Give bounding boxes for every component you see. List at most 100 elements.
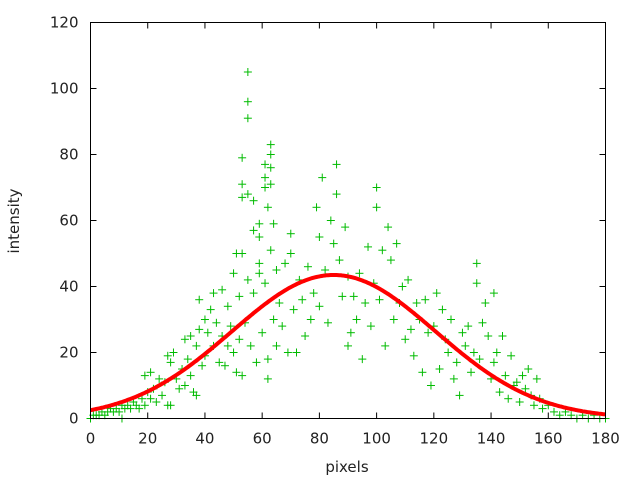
data-point [286, 229, 295, 238]
data-point [567, 411, 576, 420]
data-point [286, 249, 295, 258]
y-tick-label: 0 [69, 410, 79, 428]
data-point [332, 160, 341, 169]
data-point [355, 269, 364, 278]
data-point [306, 315, 315, 324]
data-point [223, 341, 232, 350]
data-point [115, 407, 124, 416]
y-axis-label: intensity [5, 188, 23, 253]
data-point [449, 374, 458, 383]
data-point [140, 401, 149, 410]
data-point [192, 341, 201, 350]
data-point [538, 404, 547, 413]
data-point [169, 348, 178, 357]
data-point [458, 328, 467, 337]
data-point [269, 315, 278, 324]
data-point [212, 318, 221, 327]
data-point [375, 295, 384, 304]
x-tick-label: 0 [86, 430, 96, 448]
data-point [329, 239, 338, 248]
data-point [335, 256, 344, 265]
data-point [550, 407, 558, 416]
data-point [478, 318, 487, 327]
data-point [238, 249, 247, 258]
data-point [249, 226, 258, 235]
data-point [238, 193, 247, 202]
data-point [426, 381, 435, 390]
data-point [195, 295, 204, 304]
y-tick-label: 60 [59, 212, 78, 230]
data-point [220, 361, 229, 370]
data-point [183, 355, 192, 364]
data-point [464, 322, 473, 331]
data-point [447, 315, 455, 324]
data-point [372, 183, 381, 192]
data-point [484, 332, 493, 340]
data-point [263, 374, 272, 383]
y-tick-label: 80 [59, 146, 78, 164]
data-point [226, 322, 235, 331]
data-point [435, 365, 444, 373]
y-tick-label: 40 [59, 278, 78, 296]
data-point [275, 299, 284, 307]
data-point [495, 388, 504, 397]
data-point [255, 269, 264, 278]
data-point [266, 246, 275, 255]
data-point [323, 318, 332, 327]
data-point [344, 341, 352, 350]
data-point [532, 374, 541, 383]
data-point [303, 262, 312, 271]
data-point [392, 239, 401, 248]
data-point [492, 348, 501, 357]
data-point [515, 398, 524, 406]
data-point [249, 289, 258, 298]
data-point [489, 358, 498, 367]
data-point [507, 351, 516, 360]
data-point [272, 266, 281, 274]
data-point [266, 163, 275, 172]
data-point [475, 355, 484, 364]
data-point [364, 242, 373, 251]
data-point [266, 180, 275, 189]
data-point [389, 315, 398, 324]
data-point [209, 289, 218, 298]
y-axis: 0 20 40 60 80 100 120 [50, 14, 606, 428]
x-axis-label: pixels [325, 458, 369, 476]
data-point [263, 203, 272, 212]
data-point [249, 196, 258, 205]
data-point [404, 275, 413, 284]
data-point [140, 371, 149, 380]
data-point [166, 358, 175, 367]
data-point [229, 269, 238, 278]
data-point [472, 279, 481, 288]
data-point [555, 411, 564, 420]
data-point [384, 223, 393, 232]
data-point [346, 328, 355, 337]
data-point [418, 368, 427, 377]
data-point [409, 351, 418, 360]
data-point [349, 292, 358, 301]
data-point [378, 246, 387, 255]
data-point [261, 279, 270, 288]
data-point [318, 173, 327, 182]
data-point [512, 378, 521, 387]
data-point [223, 302, 232, 311]
data-point [126, 404, 135, 413]
data-point [358, 355, 367, 364]
data-point [461, 341, 470, 350]
data-point [518, 371, 527, 380]
data-point [152, 398, 161, 406]
data-point [489, 289, 498, 298]
data-point [203, 328, 212, 337]
data-point [332, 190, 341, 199]
data-point [524, 365, 533, 373]
y-tick-label: 100 [50, 80, 79, 98]
data-point [289, 305, 298, 314]
data-point [163, 351, 172, 360]
y-tick-label: 120 [50, 14, 79, 32]
x-tick-label: 120 [420, 430, 449, 448]
data-point [180, 335, 189, 344]
data-point [146, 368, 155, 377]
data-point [186, 332, 195, 340]
